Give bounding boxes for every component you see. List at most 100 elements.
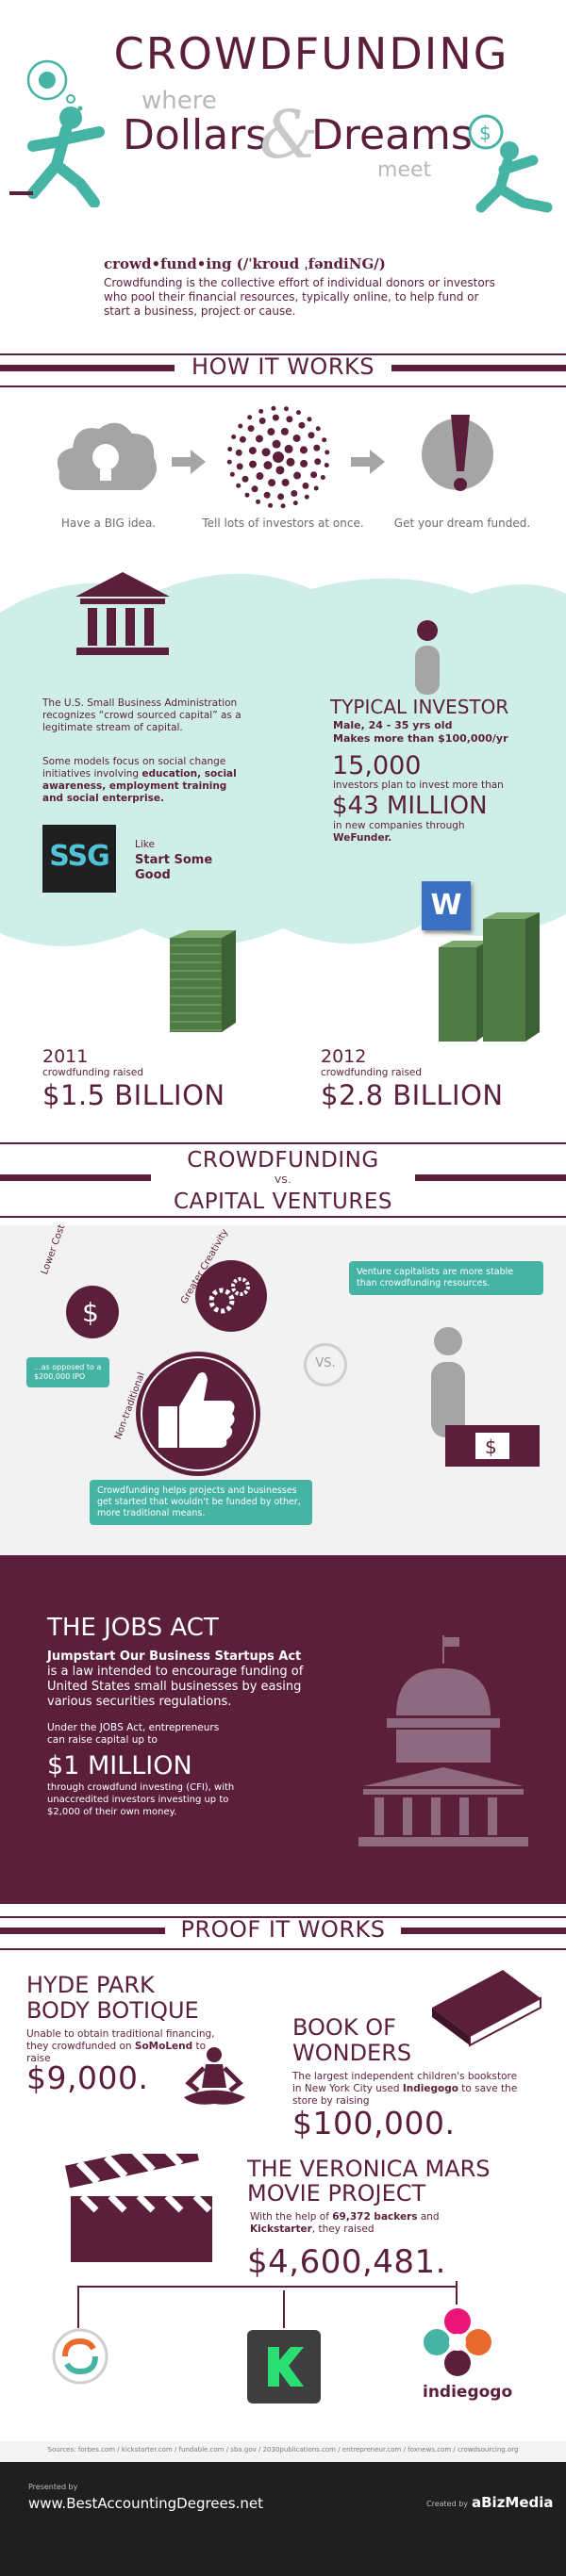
investor-dot xyxy=(256,472,264,481)
investor-dot xyxy=(251,485,258,493)
year-2011-amount: $1.5 BILLION xyxy=(42,1079,225,1111)
divider xyxy=(0,353,566,355)
investor-dot xyxy=(236,463,243,470)
sba-social-text: Some models focus on social change initi… xyxy=(42,756,250,805)
investor-dot xyxy=(248,447,257,455)
hyde-title: HYDE PARK BODY BOTIQUE xyxy=(26,1973,199,2024)
veronica-text-2: and xyxy=(417,2211,440,2223)
title-dollars: Dollars xyxy=(123,111,268,159)
investor-dot xyxy=(280,427,289,435)
book-title: BOOK OF WONDERS xyxy=(292,2015,411,2066)
investor-dot xyxy=(292,434,301,442)
investor-dot xyxy=(256,499,261,504)
investor-dot xyxy=(241,475,249,483)
book-title-2: WONDERS xyxy=(292,2040,412,2066)
investor-dot xyxy=(300,459,308,468)
investor-dot xyxy=(244,492,250,498)
book-amount: $100,000. xyxy=(292,2105,456,2141)
investor-dot xyxy=(280,503,286,509)
footer-site-link[interactable]: www.BestAccountingDegrees.net xyxy=(28,2495,263,2512)
investor-title: TYPICAL INVESTOR xyxy=(330,696,509,718)
investor-dot xyxy=(267,428,275,436)
investor-dot xyxy=(229,471,235,477)
investor-dot xyxy=(277,493,285,500)
investor-line2: Makes more than $100,000/yr xyxy=(333,732,508,745)
title-meet: meet xyxy=(377,158,432,182)
investor-dot xyxy=(272,414,279,421)
book-icon xyxy=(432,1970,541,2047)
book-site: Indiegogo xyxy=(402,2083,458,2094)
hyde-title-2: BODY BOTIQUE xyxy=(26,1997,199,2024)
investor-dot xyxy=(258,408,264,414)
connector-line xyxy=(77,2286,79,2328)
arrow-right-icon xyxy=(172,450,206,474)
investor-dot xyxy=(226,459,232,465)
investor-dot xyxy=(249,460,258,468)
investor-dot xyxy=(272,439,281,449)
title-ampersand: & xyxy=(259,96,319,173)
investor-dot xyxy=(247,425,255,433)
somolend-logo xyxy=(52,2328,108,2385)
definition-text: Crowdfunding is the collective effort of… xyxy=(104,276,495,318)
person-icon xyxy=(431,1327,465,1437)
svg-text:$: $ xyxy=(82,1297,99,1328)
investor-dot xyxy=(261,448,271,457)
created-label: Created by xyxy=(426,2500,469,2508)
investor-line1: Male, 24 - 35 yrs old xyxy=(333,719,453,731)
footer: Presented by www.BestAccountingDegrees.n… xyxy=(0,2462,566,2576)
clapperboard-icon xyxy=(64,2154,212,2262)
investor-dot xyxy=(324,462,329,468)
dollar-down-icon: $ xyxy=(66,1286,119,1338)
vc-bubble: Venture capitalists are more stable than… xyxy=(349,1261,543,1295)
divider xyxy=(0,1142,566,1144)
investor-dot xyxy=(307,417,312,422)
step-2-label: Tell lots of investors at once. xyxy=(202,517,364,530)
hyde-amount: $9,000. xyxy=(26,2059,149,2096)
investor-dot xyxy=(302,482,309,489)
investor-dot xyxy=(258,418,266,425)
investor-dot xyxy=(268,479,276,487)
header-section: $ CROWDFUNDING where Dollars & Dreams me… xyxy=(0,0,566,250)
investor-count: 15,000 xyxy=(332,751,422,780)
investor-dot xyxy=(255,435,263,443)
lower-cost-label: Lower Cost xyxy=(40,1222,68,1276)
meditation-icon xyxy=(184,2047,245,2105)
year-2012-amount: $2.8 BILLION xyxy=(321,1079,504,1111)
investor-dot xyxy=(275,466,285,475)
connector-line xyxy=(77,2286,458,2288)
divider xyxy=(415,1174,566,1181)
investor-dot xyxy=(263,491,271,499)
jobs-detail: through crowdfund investing (CFI), with … xyxy=(47,1782,235,1817)
divider xyxy=(391,365,566,371)
idea-cloud-icon xyxy=(26,59,83,111)
kickstarter-k-icon xyxy=(268,2347,304,2387)
jobs-act-title: THE JOBS ACT xyxy=(47,1614,219,1642)
veronica-text-3: , they raised xyxy=(311,2223,375,2235)
like-label: Like xyxy=(135,839,155,850)
investor-dot xyxy=(231,435,237,440)
sba-text: The U.S. Small Business Administration r… xyxy=(42,697,241,733)
step-1-label: Have a BIG idea. xyxy=(60,517,157,530)
indiegogo-wordmark: indiegogo xyxy=(423,2383,513,2402)
investor-dot xyxy=(320,474,325,480)
investor-dot xyxy=(325,450,330,455)
investor-dot xyxy=(286,416,293,423)
definition-section: crowd•fund•ing (/ˈkroud ˌfəndiNG/) Crowd… xyxy=(0,250,566,344)
page-title: CROWDFUNDING xyxy=(113,28,509,79)
investor-dot xyxy=(310,471,318,479)
sba-social-bold: education, social awareness, employment … xyxy=(42,768,237,804)
investor-dot xyxy=(298,421,306,429)
veronica-amount: $4,600,481. xyxy=(247,2243,446,2281)
ipo-note: ...as opposed to a $200,000 IPO xyxy=(26,1357,109,1387)
investor-amount: $43 MILLION xyxy=(332,792,488,820)
investor-dot xyxy=(263,461,273,470)
how-it-works-title: HOW IT WORKS xyxy=(191,353,375,380)
ssg-logo-text: SSG xyxy=(49,840,110,873)
hyde-tail: to raise xyxy=(26,2041,207,2064)
year-2012-label: crowdfunding raised xyxy=(321,1067,423,1078)
investor-dot xyxy=(238,423,243,429)
investor-dot xyxy=(235,449,242,456)
sources-text: Sources: forbes.com / kickstarter.com / … xyxy=(47,2446,519,2453)
jobs-under-text: Under the JOBS Act, entrepreneurs can ra… xyxy=(47,1722,220,1746)
creator-logo: aBizMedia xyxy=(472,2494,554,2511)
